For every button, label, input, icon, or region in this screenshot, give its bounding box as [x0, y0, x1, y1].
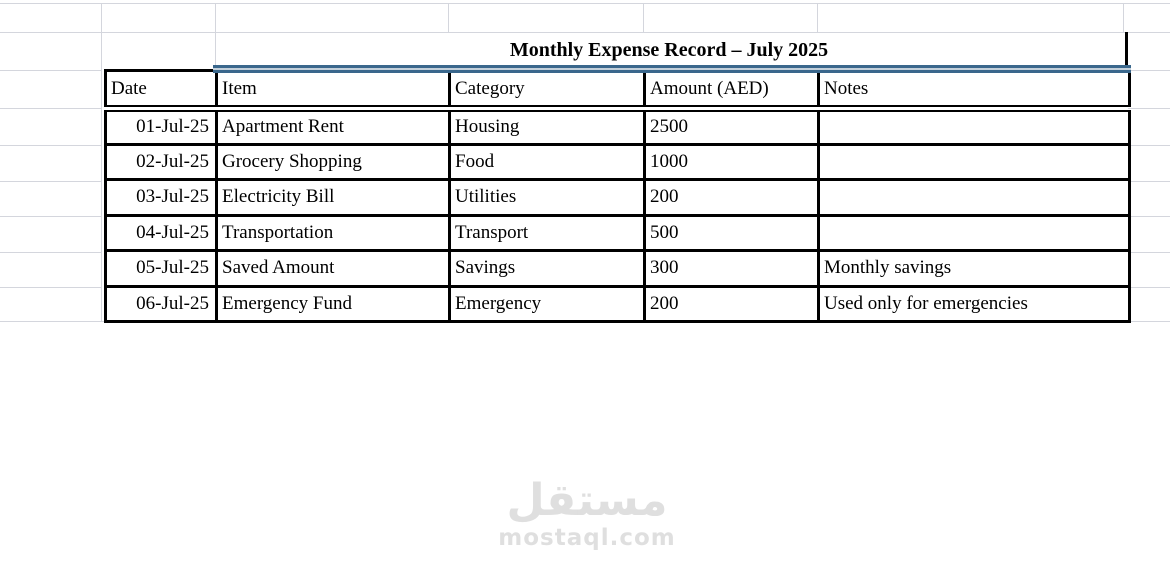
cell-category[interactable]: Transport: [448, 213, 646, 252]
table-row: 02-Jul-25 Grocery Shopping Food 1000: [104, 142, 1131, 181]
cell-date[interactable]: 04-Jul-25: [104, 213, 218, 252]
cell-amount[interactable]: 500: [643, 213, 820, 252]
cell-notes[interactable]: [817, 213, 1131, 252]
cell-amount[interactable]: 200: [643, 178, 820, 217]
gridline: [0, 216, 101, 217]
gridline: [101, 3, 102, 321]
gridline: [817, 3, 818, 32]
cell-item[interactable]: Emergency Fund: [215, 284, 451, 323]
table-row: 04-Jul-25 Transportation Transport 500: [104, 213, 1131, 252]
cell-amount[interactable]: 300: [643, 249, 820, 288]
gridline: [0, 145, 101, 146]
table-row: 05-Jul-25 Saved Amount Savings 300 Month…: [104, 249, 1131, 288]
gridline: [1123, 3, 1124, 32]
table-row: 01-Jul-25 Apartment Rent Housing 2500: [104, 107, 1131, 146]
sheet-title: Monthly Expense Record – July 2025: [509, 39, 829, 61]
expense-table: Date Item Category Amount (AED) Notes 01…: [104, 69, 1131, 323]
cell-date[interactable]: 06-Jul-25: [104, 284, 218, 323]
gridline: [643, 3, 644, 32]
cell-date[interactable]: 05-Jul-25: [104, 249, 218, 288]
table-row: 06-Jul-25 Emergency Fund Emergency 200 U…: [104, 284, 1131, 323]
cell-amount[interactable]: 200: [643, 284, 820, 323]
header-notes[interactable]: Notes: [817, 69, 1131, 112]
cell-item[interactable]: Transportation: [215, 213, 451, 252]
cell-notes[interactable]: [817, 107, 1131, 146]
cell-notes[interactable]: [817, 178, 1131, 217]
header-row: Date Item Category Amount (AED) Notes: [104, 69, 1131, 112]
cell-notes[interactable]: Monthly savings: [817, 249, 1131, 288]
cell-notes[interactable]: Used only for emergencies: [817, 284, 1131, 323]
gridline: [1128, 287, 1170, 288]
title-accent-border: [213, 65, 1131, 73]
header-amount[interactable]: Amount (AED): [643, 69, 820, 112]
gridline: [0, 287, 101, 288]
gridline: [215, 3, 216, 69]
cell-category[interactable]: Emergency: [448, 284, 646, 323]
gridline: [0, 70, 101, 71]
watermark: مستقل mostaql.com: [498, 475, 676, 552]
cell-amount[interactable]: 1000: [643, 142, 820, 181]
cell-amount[interactable]: 2500: [643, 107, 820, 146]
cell-category[interactable]: Utilities: [448, 178, 646, 217]
cell-date[interactable]: 02-Jul-25: [104, 142, 218, 181]
header-item[interactable]: Item: [215, 69, 451, 112]
table-row: 03-Jul-25 Electricity Bill Utilities 200: [104, 178, 1131, 217]
gridline: [1128, 181, 1170, 182]
cell-item[interactable]: Electricity Bill: [215, 178, 451, 217]
cell-date[interactable]: 03-Jul-25: [104, 178, 218, 217]
gridline: [448, 3, 449, 32]
gridline: [0, 252, 101, 253]
gridline: [1128, 321, 1170, 322]
sheet-title-cell[interactable]: Monthly Expense Record – July 2025: [213, 32, 1128, 69]
header-category[interactable]: Category: [448, 69, 646, 112]
header-date[interactable]: Date: [104, 69, 218, 112]
cell-notes[interactable]: [817, 142, 1131, 181]
gridline: [1128, 145, 1170, 146]
gridline: [1128, 70, 1170, 71]
cell-date[interactable]: 01-Jul-25: [104, 107, 218, 146]
cell-item[interactable]: Apartment Rent: [215, 107, 451, 146]
gridline: [0, 3, 1170, 4]
gridline: [1128, 252, 1170, 253]
cell-item[interactable]: Grocery Shopping: [215, 142, 451, 181]
cell-category[interactable]: Savings: [448, 249, 646, 288]
gridline: [0, 108, 101, 109]
cell-category[interactable]: Housing: [448, 107, 646, 146]
gridline: [0, 321, 104, 322]
mostaql-url: mostaql.com: [498, 525, 676, 552]
gridline: [1128, 216, 1170, 217]
cell-category[interactable]: Food: [448, 142, 646, 181]
cell-item[interactable]: Saved Amount: [215, 249, 451, 288]
gridline: [1128, 108, 1170, 109]
gridline: [0, 32, 1170, 33]
gridline: [0, 181, 101, 182]
mostaql-logo: مستقل: [506, 475, 668, 526]
